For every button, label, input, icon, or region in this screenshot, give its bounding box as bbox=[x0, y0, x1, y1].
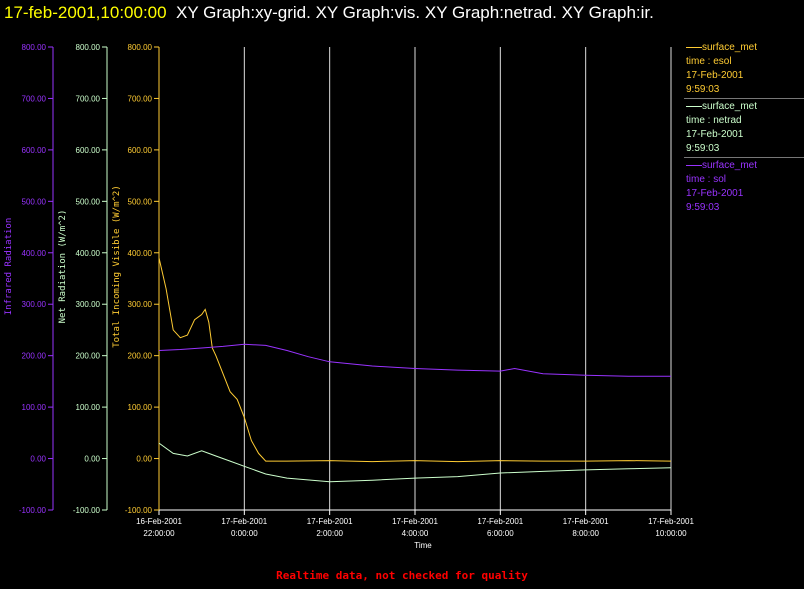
y-tick-label: 200.00 bbox=[76, 352, 101, 361]
y-tick-label: 0.00 bbox=[84, 455, 100, 464]
legend-swatch bbox=[686, 164, 702, 166]
legend-time: 9:59:03 bbox=[686, 202, 720, 213]
y-tick-label: 100.00 bbox=[22, 403, 47, 412]
y-tick-label: -100.00 bbox=[73, 506, 101, 515]
legend-date: 17-Feb-2001 bbox=[686, 129, 744, 140]
y-tick-label: 200.00 bbox=[128, 352, 153, 361]
y-axis-title: Total Incoming Visible (W/m^2) bbox=[112, 185, 122, 348]
title-graph-list: XY Graph:xy-grid. XY Graph:vis. XY Graph… bbox=[176, 3, 654, 22]
x-tick-label-date: 17-Feb-2001 bbox=[563, 517, 609, 526]
x-tick-label-time: 0:00:00 bbox=[231, 529, 258, 538]
x-tick-label-date: 17-Feb-2001 bbox=[477, 517, 523, 526]
x-tick-label-date: 17-Feb-2001 bbox=[392, 517, 438, 526]
y-tick-label: -100.00 bbox=[19, 506, 47, 515]
series-line bbox=[158, 343, 671, 377]
series-line bbox=[158, 257, 672, 463]
legend-time: 9:59:03 bbox=[686, 84, 720, 95]
legend-line-label: surface_met bbox=[702, 42, 758, 53]
legend-date: 17-Feb-2001 bbox=[686, 188, 744, 199]
legend-date: 17-Feb-2001 bbox=[686, 70, 744, 81]
legend-time: 9:59:03 bbox=[686, 143, 720, 154]
y-tick-label: 400.00 bbox=[22, 249, 47, 258]
y-tick-label: 800.00 bbox=[128, 43, 153, 52]
legend-line-name: surface_met bbox=[686, 159, 804, 173]
y-tick-label: 400.00 bbox=[76, 249, 101, 258]
x-axis-title: Time bbox=[414, 541, 432, 550]
y-tick-label: 800.00 bbox=[22, 43, 47, 52]
x-tick-label-time: 4:00:00 bbox=[402, 529, 429, 538]
quality-disclaimer: Realtime data, not checked for quality bbox=[276, 569, 528, 582]
legend-swatch bbox=[686, 46, 702, 48]
x-tick-label-time: 22:00:00 bbox=[143, 529, 175, 538]
y-tick-label: 800.00 bbox=[76, 43, 101, 52]
y-tick-label: 100.00 bbox=[76, 403, 101, 412]
title-datetime: 17-feb-2001,10:00:00 bbox=[4, 3, 167, 22]
y-tick-label: 700.00 bbox=[128, 94, 153, 103]
legend-line-label: surface_met bbox=[702, 101, 758, 112]
y-tick-label: 500.00 bbox=[22, 197, 47, 206]
x-tick-label-time: 8:00:00 bbox=[572, 529, 599, 538]
y-tick-label: -100.00 bbox=[125, 506, 153, 515]
legend-field: time : netrad bbox=[686, 115, 742, 126]
x-tick-label-date: 17-Feb-2001 bbox=[221, 517, 267, 526]
y-tick-label: 300.00 bbox=[128, 300, 153, 309]
y-tick-label: 500.00 bbox=[76, 197, 101, 206]
x-tick-label-date: 16-Feb-2001 bbox=[136, 517, 182, 526]
legend-line-label: surface_met bbox=[702, 160, 758, 171]
y-axis-title: Net Radiation (W/m^2) bbox=[58, 210, 68, 324]
title-bar: 17-feb-2001,10:00:00 XY Graph:xy-grid. X… bbox=[4, 3, 654, 23]
y-tick-label: 600.00 bbox=[76, 146, 101, 155]
y-tick-label: 700.00 bbox=[76, 94, 101, 103]
x-tick-label-date: 17-Feb-2001 bbox=[648, 517, 694, 526]
y-tick-label: 200.00 bbox=[22, 352, 47, 361]
y-tick-label: 700.00 bbox=[22, 94, 47, 103]
x-tick-label-time: 6:00:00 bbox=[487, 529, 514, 538]
x-tick-label-date: 17-Feb-2001 bbox=[307, 517, 353, 526]
legend-swatch bbox=[686, 105, 702, 107]
y-tick-label: 0.00 bbox=[30, 455, 46, 464]
y-tick-label: 300.00 bbox=[22, 300, 47, 309]
y-tick-label: 500.00 bbox=[128, 197, 153, 206]
legend-field: time : esol bbox=[686, 56, 732, 67]
x-tick-label-time: 10:00:00 bbox=[655, 529, 687, 538]
legend: surface_met time : esol 17-Feb-2001 9:59:03… bbox=[684, 40, 804, 216]
y-tick-label: 400.00 bbox=[128, 249, 153, 258]
x-tick-label-time: 2:00:00 bbox=[316, 529, 343, 538]
y-tick-label: 600.00 bbox=[22, 146, 47, 155]
legend-line-name: surface_met bbox=[686, 41, 804, 55]
legend-field: time : sol bbox=[686, 174, 727, 185]
y-tick-label: 600.00 bbox=[128, 146, 153, 155]
legend-line-name: surface_met bbox=[686, 100, 804, 114]
y-tick-label: 100.00 bbox=[128, 403, 153, 412]
y-axis-title: Infrared Radiation bbox=[4, 218, 14, 316]
series-line bbox=[158, 442, 672, 483]
y-tick-label: 300.00 bbox=[76, 300, 101, 309]
y-tick-label: 0.00 bbox=[136, 455, 152, 464]
